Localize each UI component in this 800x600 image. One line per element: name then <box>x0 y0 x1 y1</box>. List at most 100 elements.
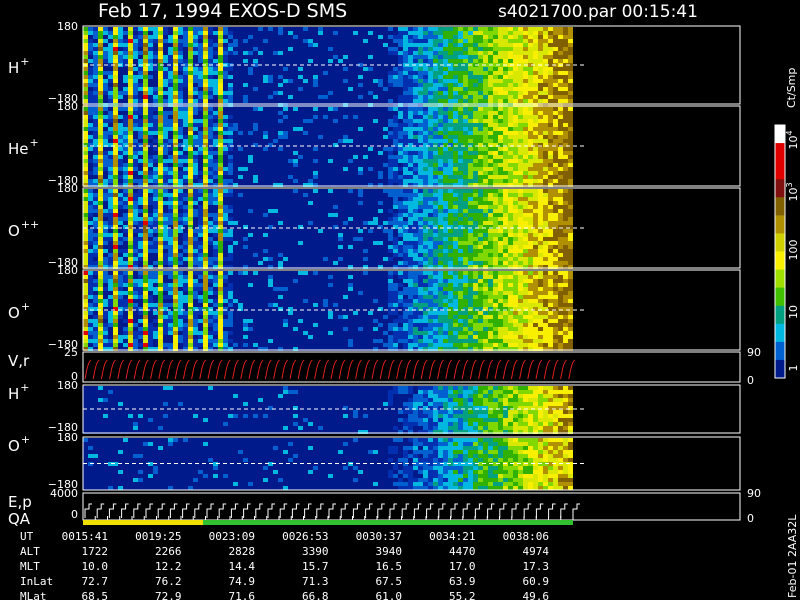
cell <box>388 107 393 111</box>
cell <box>378 167 383 171</box>
cell <box>108 59 113 63</box>
cell <box>123 75 128 79</box>
cell <box>313 189 318 193</box>
cell <box>373 35 378 39</box>
cell <box>273 213 278 217</box>
cell <box>378 139 383 143</box>
cell <box>308 205 313 209</box>
cell <box>153 205 158 209</box>
cell <box>488 175 493 179</box>
cell <box>328 213 333 217</box>
cell <box>223 95 228 99</box>
cell <box>123 229 128 233</box>
cell <box>133 225 138 229</box>
cell <box>353 163 358 167</box>
cell <box>433 163 438 167</box>
cell <box>323 103 328 107</box>
cell <box>223 123 228 127</box>
cell <box>438 107 443 111</box>
cell <box>133 221 138 225</box>
cell <box>198 179 203 183</box>
cell <box>213 79 218 83</box>
cell <box>298 115 303 119</box>
cell <box>468 39 473 43</box>
cell <box>273 159 278 163</box>
cell <box>423 91 428 95</box>
cell <box>413 139 418 143</box>
cell <box>118 179 123 183</box>
cell <box>118 163 123 167</box>
cell <box>328 107 333 111</box>
cell <box>333 95 338 99</box>
cell <box>98 189 103 193</box>
cell <box>143 261 148 265</box>
cell <box>513 147 518 151</box>
cell <box>223 27 228 31</box>
cell <box>428 139 433 143</box>
cell <box>153 159 158 163</box>
cell <box>388 119 393 123</box>
cell <box>478 67 483 71</box>
cell <box>283 99 288 103</box>
cell <box>558 143 563 147</box>
cell <box>488 143 493 147</box>
cell <box>503 27 508 31</box>
cell <box>193 257 198 261</box>
cell <box>103 135 108 139</box>
cell <box>328 241 333 245</box>
cell <box>508 27 513 31</box>
cell <box>103 257 108 261</box>
cell <box>453 159 458 163</box>
cell <box>123 59 128 63</box>
cell <box>228 75 233 79</box>
cell <box>148 225 153 229</box>
cell <box>223 261 228 265</box>
cell <box>193 189 198 193</box>
cell <box>298 27 303 31</box>
cell <box>533 123 538 127</box>
cell <box>143 155 148 159</box>
cell <box>158 167 163 171</box>
cell <box>523 167 528 171</box>
cell <box>428 143 433 147</box>
cell <box>413 59 418 63</box>
cell <box>268 159 273 163</box>
cell <box>103 179 108 183</box>
cell <box>173 257 178 261</box>
cell <box>248 63 253 67</box>
cell <box>153 179 158 183</box>
cell <box>168 59 173 63</box>
cell <box>253 39 258 43</box>
cell <box>133 159 138 163</box>
cell <box>518 51 523 55</box>
cell <box>143 51 148 55</box>
cell <box>148 143 153 147</box>
cell <box>188 193 193 197</box>
cell <box>393 51 398 55</box>
cell <box>113 55 118 59</box>
cell <box>133 103 138 107</box>
cell <box>88 51 93 55</box>
cell <box>503 183 508 187</box>
cell <box>148 265 153 269</box>
cell <box>433 47 438 51</box>
cell <box>463 87 468 91</box>
cell <box>263 189 268 193</box>
cell <box>98 119 103 123</box>
cell <box>313 201 318 205</box>
cell <box>278 91 283 95</box>
cell <box>313 147 318 151</box>
cell <box>463 127 468 131</box>
cell <box>283 115 288 119</box>
cell <box>208 135 213 139</box>
cell <box>268 183 273 187</box>
cell <box>323 39 328 43</box>
cell <box>183 131 188 135</box>
cell <box>223 99 228 103</box>
cell <box>143 163 148 167</box>
cell <box>293 183 298 187</box>
cell <box>538 143 543 147</box>
cell <box>538 27 543 31</box>
cell <box>223 119 228 123</box>
cell <box>543 47 548 51</box>
